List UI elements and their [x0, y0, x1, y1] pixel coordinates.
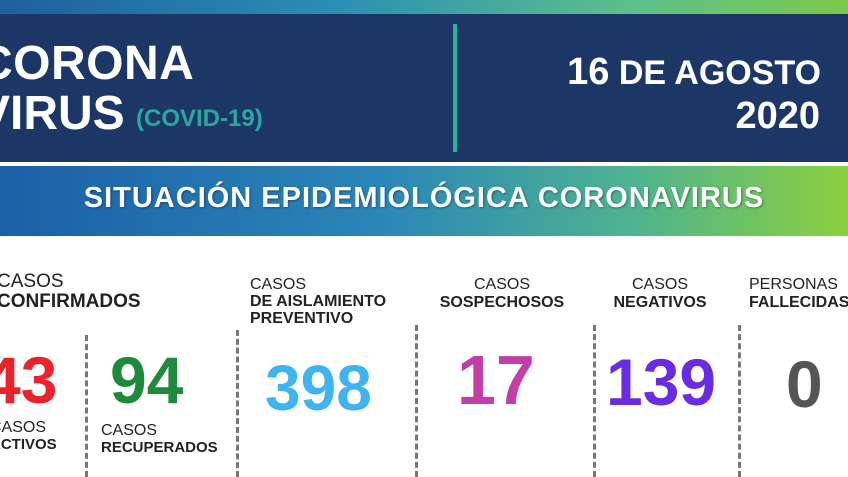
fallecidas-label: PERSONAS FALLECIDAS	[749, 276, 848, 311]
covid-tag: (COVID-19)	[136, 105, 263, 132]
dashed-divider	[85, 335, 88, 477]
recuperados-label: CASOS RECUPERADOS	[101, 422, 218, 456]
date-month: DE AGOSTO	[618, 54, 821, 92]
date-day-month: 16 DE AGOSTO	[567, 51, 821, 94]
activos-value: 43	[0, 343, 58, 417]
sospechosos-label: CASOS SOSPECHOSOS	[439, 276, 565, 311]
aislamiento-value: 398	[265, 352, 372, 424]
negativos-value: 139	[606, 345, 717, 419]
dashed-divider	[593, 325, 596, 477]
header: CORONA VIRUS (COVID-19) 16 DE AGOSTO 202…	[0, 14, 848, 162]
dashed-divider	[738, 325, 741, 477]
dashed-divider	[236, 330, 239, 477]
section-banner: SITUACIÓN EPIDEMIOLÓGICA CORONAVIRUS	[0, 166, 848, 236]
negativos-label: CASOS NEGATIVOS	[613, 276, 707, 311]
title-corona: CORONA	[0, 37, 195, 90]
date-year: 2020	[735, 95, 820, 137]
activos-label: CASOS ACTIVOS	[0, 419, 57, 453]
sospechosos-value: 17	[457, 341, 535, 419]
dashed-divider	[415, 325, 418, 477]
separator-line	[0, 162, 848, 166]
aislamiento-label: CASOS DE AISLAMIENTO PREVENTIVO	[250, 276, 387, 327]
title-virus: VIRUS	[0, 87, 125, 140]
date-day: 16	[567, 51, 610, 93]
top-color-strip	[0, 0, 848, 14]
banner-title: SITUACIÓN EPIDEMIOLÓGICA CORONAVIRUS	[83, 182, 765, 214]
recuperados-value: 94	[110, 343, 184, 417]
confirmados-label: CASOS CONFIRMADOS	[0, 271, 141, 312]
fallecidas-value: 0	[786, 347, 823, 421]
header-divider	[453, 24, 457, 152]
